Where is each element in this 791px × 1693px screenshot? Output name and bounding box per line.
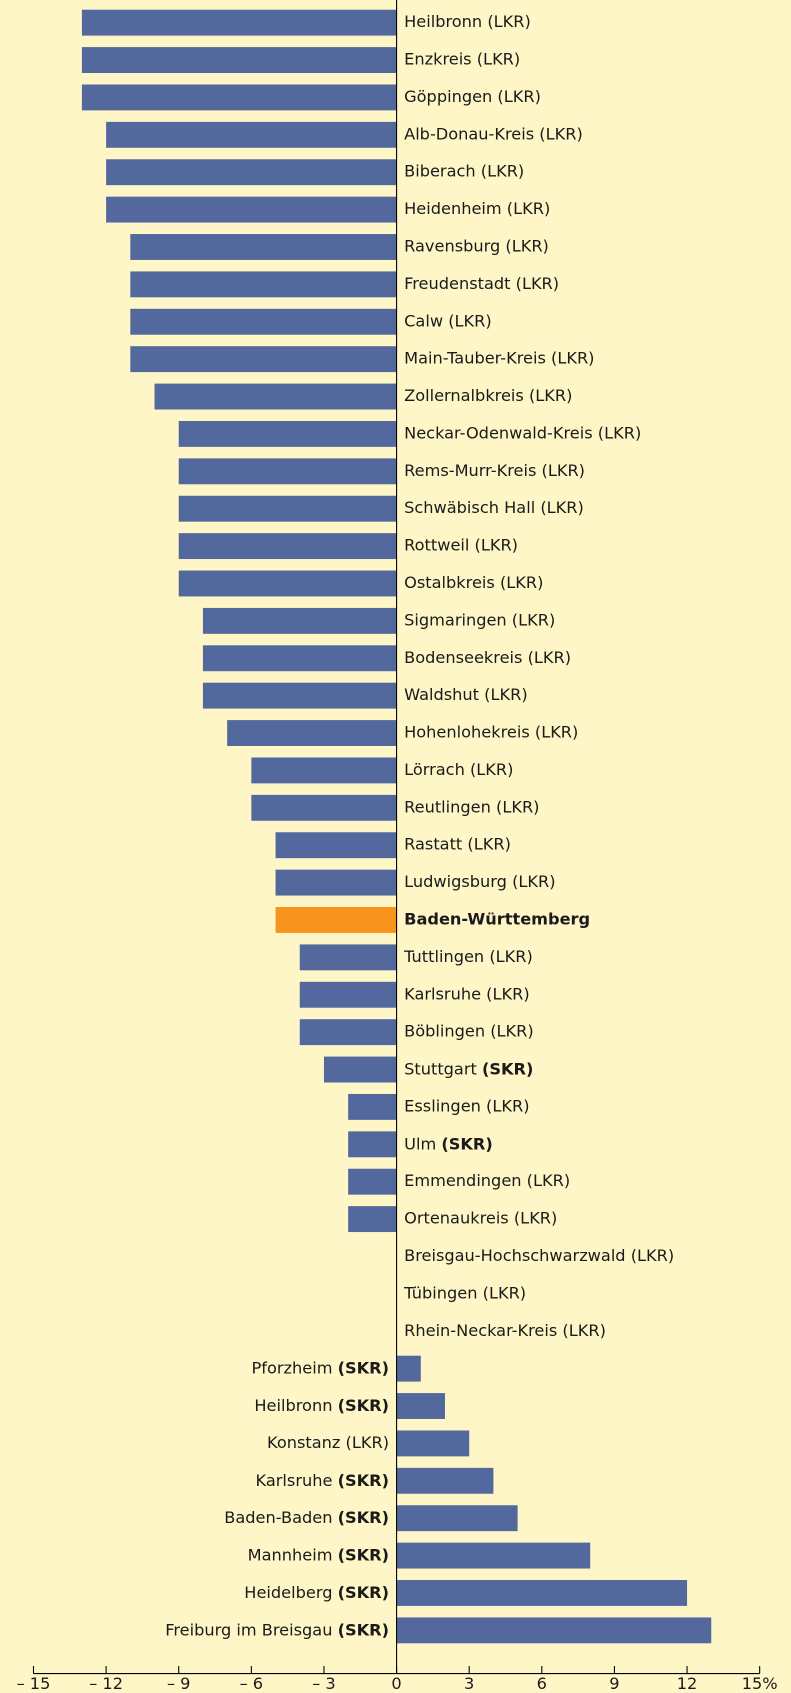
category-label: Waldshut (LKR) [404, 685, 527, 704]
category-label: Heilbronn (SKR) [254, 1396, 389, 1415]
category-label: Heidelberg (SKR) [244, 1582, 389, 1601]
category-label: Sigmaringen (LKR) [404, 610, 555, 629]
x-tick-label: 6 [537, 1674, 547, 1693]
category-label: Bodenseekreis (LKR) [404, 648, 571, 667]
bar [251, 757, 397, 784]
category-label: Böblingen (LKR) [404, 1022, 534, 1041]
bar [178, 570, 397, 597]
category-label: Ortenaukreis (LKR) [404, 1209, 557, 1228]
bar [299, 944, 397, 971]
category-label: Baden-Württemberg [404, 909, 590, 928]
bar [348, 1093, 397, 1120]
category-label: Breisgau-Hochschwarzwald (LKR) [404, 1246, 674, 1265]
x-tick-label: – 9 [167, 1674, 191, 1693]
bar [275, 907, 397, 933]
bar [202, 682, 397, 709]
bar [299, 1019, 397, 1046]
bar [348, 1131, 397, 1158]
bar [106, 196, 397, 223]
bar [81, 9, 397, 36]
category-label: Heilbronn (LKR) [404, 12, 531, 31]
bar [178, 420, 397, 447]
category-label: Calw (LKR) [404, 311, 492, 330]
category-label: Alb-Donau-Kreis (LKR) [404, 124, 583, 143]
x-tick-label: 0 [391, 1674, 401, 1693]
x-tick-label: 15% [742, 1674, 778, 1693]
bar [323, 1056, 397, 1083]
category-label: Mannheim (SKR) [248, 1545, 389, 1564]
bar [130, 346, 397, 373]
bar [299, 981, 397, 1008]
category-label: Freiburg im Breisgau (SKR) [165, 1620, 389, 1639]
category-label: Konstanz (LKR) [267, 1433, 389, 1452]
category-label: Karlsruhe (LKR) [404, 984, 530, 1003]
bar [396, 1505, 518, 1532]
bar [202, 607, 397, 634]
bar [106, 159, 397, 186]
category-label: Tübingen (LKR) [403, 1283, 526, 1302]
category-label: Pforzheim (SKR) [252, 1358, 389, 1377]
category-label: Heidenheim (LKR) [404, 199, 550, 218]
category-label: Biberach (LKR) [404, 162, 524, 181]
x-tick-label: – 6 [240, 1674, 264, 1693]
category-label: Stuttgart (SKR) [404, 1059, 533, 1078]
bar [154, 383, 397, 410]
bar [275, 832, 397, 859]
category-label: Hohenlohekreis (LKR) [404, 723, 578, 742]
category-label: Freudenstadt (LKR) [404, 274, 559, 293]
category-label: Ulm (SKR) [404, 1134, 493, 1153]
bar [81, 84, 397, 111]
category-label: Rastatt (LKR) [404, 835, 511, 854]
category-label: Enzkreis (LKR) [404, 50, 520, 69]
bar [251, 794, 397, 821]
bar [348, 1168, 397, 1195]
x-tick-label: – 12 [89, 1674, 123, 1693]
x-tick-label: 3 [464, 1674, 474, 1693]
bar [396, 1580, 688, 1606]
bar [396, 1355, 421, 1382]
category-label: Tuttlingen (LKR) [403, 947, 533, 966]
bar [130, 271, 397, 298]
category-label: Neckar-Odenwald-Kreis (LKR) [404, 423, 641, 442]
x-tick-label: – 3 [312, 1674, 336, 1693]
category-label: Baden-Baden (SKR) [224, 1508, 389, 1527]
bar [130, 308, 397, 335]
bar [227, 720, 397, 746]
category-label: Rems-Murr-Kreis (LKR) [404, 461, 585, 480]
x-tick-label: 9 [609, 1674, 619, 1693]
category-label: Rottweil (LKR) [404, 536, 518, 555]
bar [275, 869, 397, 896]
bar [396, 1393, 445, 1419]
category-label: Reutlingen (LKR) [404, 797, 539, 816]
bar [202, 645, 397, 672]
category-label: Ravensburg (LKR) [404, 236, 549, 255]
bar [396, 1430, 470, 1457]
category-label: Esslingen (LKR) [404, 1096, 529, 1115]
category-label: Main-Tauber-Kreis (LKR) [404, 349, 594, 368]
bar [396, 1467, 494, 1494]
category-label: Ludwigsburg (LKR) [404, 872, 555, 891]
category-label: Emmendingen (LKR) [404, 1171, 570, 1190]
bar [178, 533, 397, 560]
bar [130, 234, 397, 260]
bar [178, 495, 397, 522]
x-tick-label: – 15 [17, 1674, 51, 1693]
category-label: Schwäbisch Hall (LKR) [404, 498, 584, 517]
category-label: Karlsruhe (SKR) [256, 1470, 389, 1489]
bar [348, 1206, 397, 1233]
bar [396, 1617, 712, 1644]
category-label: Rhein-Neckar-Kreis (LKR) [404, 1321, 606, 1340]
category-label: Zollernalbkreis (LKR) [404, 386, 572, 405]
category-label: Ostalbkreis (LKR) [404, 573, 543, 592]
bar [178, 458, 397, 485]
category-label: Lörrach (LKR) [404, 760, 513, 779]
x-tick-label: 12 [677, 1674, 698, 1693]
bar [396, 1542, 591, 1569]
bar [106, 121, 397, 148]
bar [81, 47, 397, 73]
category-label: Göppingen (LKR) [404, 87, 541, 106]
